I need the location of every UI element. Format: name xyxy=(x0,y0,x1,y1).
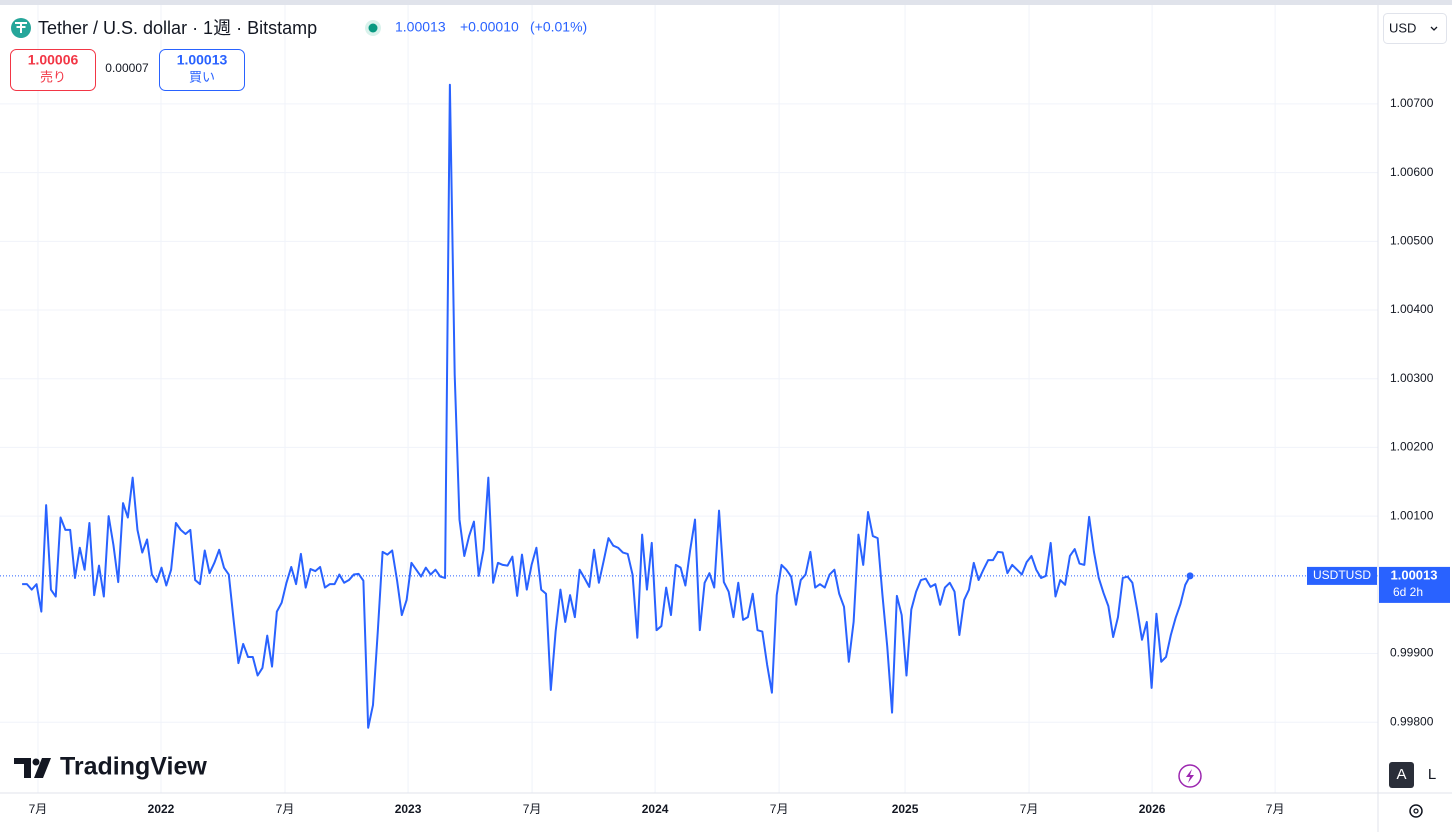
currency-select[interactable] xyxy=(1383,13,1447,44)
price-line xyxy=(22,83,1191,729)
symbol-title: Tether / U.S. dollar · 1週 · Bitstamp xyxy=(38,18,317,38)
currency-text: USD xyxy=(1389,20,1416,35)
log-text[interactable]: L xyxy=(1428,766,1436,783)
y-tick-label: 1.00700 xyxy=(1390,96,1434,110)
x-tick-label: 7月 xyxy=(770,802,789,816)
x-tick-label: 2022 xyxy=(148,802,175,816)
x-tick-label: 7月 xyxy=(523,802,542,816)
x-tick-label: 7月 xyxy=(1266,802,1285,816)
settings-gear[interactable] xyxy=(1409,804,1423,818)
y-tick-label: 0.99800 xyxy=(1390,714,1434,728)
y-tick-label: 1.00500 xyxy=(1390,234,1434,248)
x-tick-label: 2024 xyxy=(642,802,669,816)
settings-gear-center xyxy=(1413,808,1419,814)
last-point xyxy=(1186,572,1194,580)
axes: 0.99800 0.99900 1.00100 1.00200 1.00300 1.004… xyxy=(29,96,1450,816)
top-bar xyxy=(0,0,1452,5)
sell-label: 売り xyxy=(40,69,66,84)
status-dot xyxy=(368,23,378,33)
x-tick-label: 2025 xyxy=(892,802,919,816)
spread: 0.00007 xyxy=(105,61,149,75)
y-tick-label: 1.00100 xyxy=(1390,508,1434,522)
tv-logo-icon xyxy=(14,758,31,778)
y-tick-label: 1.00600 xyxy=(1390,165,1434,179)
tv-logo-dot xyxy=(32,758,40,766)
auto-button[interactable] xyxy=(1389,762,1414,788)
x-tick-label: 7月 xyxy=(29,802,48,816)
price-countdown: 6d 2h xyxy=(1393,585,1423,599)
y-tick-label: 0.99900 xyxy=(1390,646,1434,660)
grid xyxy=(0,5,1378,793)
sell-price: 1.00006 xyxy=(28,52,79,68)
series-name: USDTUSD xyxy=(1313,568,1371,582)
currency-chevron xyxy=(1430,26,1438,31)
x-tick-label: 2026 xyxy=(1139,802,1166,816)
price-label: 1.00013 xyxy=(1391,567,1438,582)
header-change-pct: (+0.01%) xyxy=(530,19,587,35)
plot xyxy=(0,83,1378,729)
header-change: +0.00010 xyxy=(460,19,519,35)
header-price: 1.00013 xyxy=(395,19,446,35)
lightning-icon xyxy=(1186,769,1194,783)
price-label-bg xyxy=(1379,566,1450,603)
auto-text: A xyxy=(1396,766,1406,783)
y-tick-label: 1.00400 xyxy=(1390,302,1434,316)
sell-button[interactable] xyxy=(10,49,96,91)
x-tick-label: 7月 xyxy=(276,802,295,816)
x-tick-label: 7月 xyxy=(1020,802,1039,816)
buy-label: 買い xyxy=(189,69,215,84)
symbol-logo-mark xyxy=(15,22,27,33)
y-tick-label: 1.00200 xyxy=(1390,440,1434,454)
series-name-bg xyxy=(1307,566,1377,585)
y-tick-label: 1.00300 xyxy=(1390,371,1434,385)
buy-price: 1.00013 xyxy=(177,52,228,68)
buy-button[interactable] xyxy=(159,49,245,91)
tv-logo-slash xyxy=(34,758,51,778)
tv-logo-text: TradingView xyxy=(60,753,207,781)
x-tick-label: 2023 xyxy=(395,802,422,816)
